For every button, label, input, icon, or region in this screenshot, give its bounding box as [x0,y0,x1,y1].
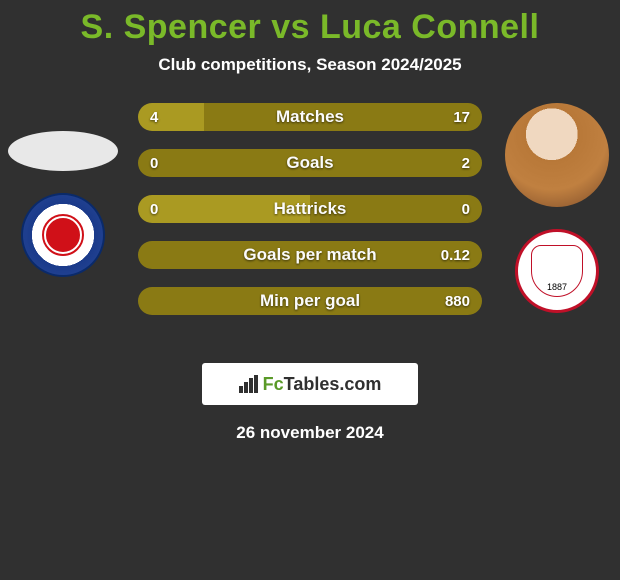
club-year-right: 1887 [531,245,583,297]
stat-value-right: 880 [445,287,470,315]
stat-row: Min per goal880 [138,287,482,315]
brand-bars-icon [239,375,259,393]
stat-bar-left [138,103,204,131]
stat-value-right: 0 [462,195,470,223]
comparison-panel: Matches417Goals02Hattricks00Goals per ma… [0,103,620,343]
left-player-column [8,103,118,277]
stat-row: Goals02 [138,149,482,177]
stat-row: Goals per match0.12 [138,241,482,269]
subtitle: Club competitions, Season 2024/2025 [0,55,620,75]
brand-badge: FcTables.com [202,363,418,405]
stat-value-right: 0.12 [441,241,470,269]
brand-suffix: Tables.com [284,374,382,394]
stat-bar [138,241,482,269]
stat-bar [138,149,482,177]
stat-value-left: 0 [150,195,158,223]
stat-bar [138,287,482,315]
stat-bar-right [310,195,482,223]
player-photo-left [8,131,118,171]
date-label: 26 november 2024 [0,423,620,443]
stat-row: Matches417 [138,103,482,131]
brand-prefix: Fc [263,374,284,394]
right-player-column: 1887 [502,103,612,313]
stat-bar-right [204,103,482,131]
stat-row: Hattricks00 [138,195,482,223]
player-photo-right [505,103,609,207]
stat-value-left: 0 [150,149,158,177]
stat-bar-left [138,195,310,223]
stats-bars: Matches417Goals02Hattricks00Goals per ma… [138,103,482,315]
club-logo-left [21,193,105,277]
brand-text: FcTables.com [263,374,382,395]
stat-value-left: 4 [150,103,158,131]
club-logo-right: 1887 [515,229,599,313]
stat-value-right: 2 [462,149,470,177]
stat-value-right: 17 [453,103,470,131]
page-title: S. Spencer vs Luca Connell [0,0,620,47]
